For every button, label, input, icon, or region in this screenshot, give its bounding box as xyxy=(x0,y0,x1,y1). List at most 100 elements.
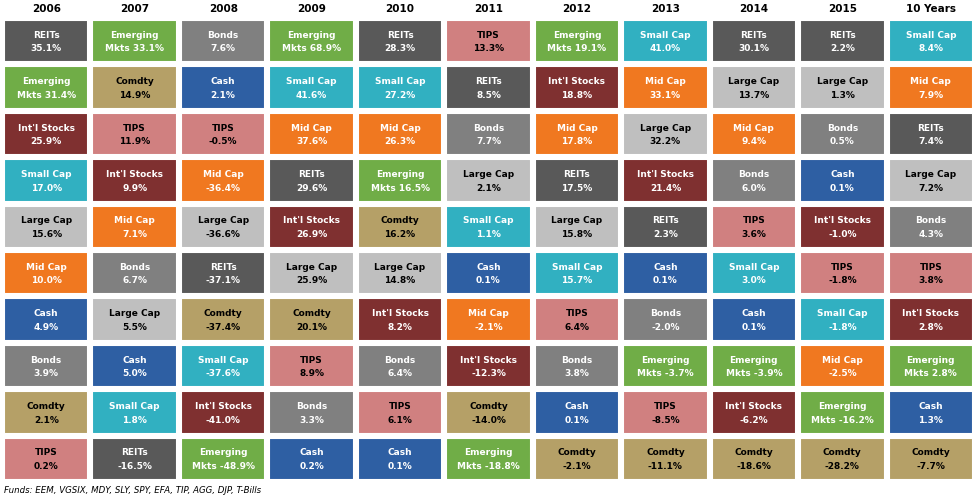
Text: Emerging: Emerging xyxy=(21,77,70,86)
Bar xyxy=(623,252,707,294)
Text: Mid Cap: Mid Cap xyxy=(911,77,952,86)
Text: Int'l Stocks: Int'l Stocks xyxy=(106,170,163,179)
Text: Mkts 33.1%: Mkts 33.1% xyxy=(106,44,164,53)
Text: -36.6%: -36.6% xyxy=(206,230,240,239)
Text: 41.6%: 41.6% xyxy=(296,91,327,100)
Text: 15.6%: 15.6% xyxy=(30,230,62,239)
Text: REITs: REITs xyxy=(741,31,767,40)
Text: 32.2%: 32.2% xyxy=(650,137,681,146)
Text: Bonds: Bonds xyxy=(296,402,327,411)
Text: REITs: REITs xyxy=(298,170,325,179)
Text: Comdty: Comdty xyxy=(823,448,862,457)
Text: Mid Cap: Mid Cap xyxy=(380,124,420,132)
Bar xyxy=(888,206,973,248)
Bar xyxy=(93,113,177,155)
Bar xyxy=(4,252,89,294)
Text: 2013: 2013 xyxy=(651,4,680,14)
Bar xyxy=(181,345,266,387)
Bar xyxy=(181,66,266,109)
Text: 25.9%: 25.9% xyxy=(296,276,327,285)
Text: 0.1%: 0.1% xyxy=(388,462,412,471)
Text: Int'l Stocks: Int'l Stocks xyxy=(371,309,429,318)
Text: Emerging: Emerging xyxy=(110,31,159,40)
Text: 2014: 2014 xyxy=(740,4,769,14)
Text: REITs: REITs xyxy=(210,263,236,272)
Text: 27.2%: 27.2% xyxy=(384,91,415,100)
Text: -2.0%: -2.0% xyxy=(651,323,680,332)
Bar xyxy=(270,438,354,480)
Text: Comdty: Comdty xyxy=(558,448,596,457)
Text: Bonds: Bonds xyxy=(384,356,415,365)
Text: 6.7%: 6.7% xyxy=(122,276,148,285)
Text: Bonds: Bonds xyxy=(30,356,62,365)
Text: 0.1%: 0.1% xyxy=(653,276,678,285)
Bar xyxy=(93,66,177,109)
Text: 3.9%: 3.9% xyxy=(34,369,59,378)
Text: -28.2%: -28.2% xyxy=(825,462,860,471)
Text: Cash: Cash xyxy=(34,309,59,318)
Text: Cash: Cash xyxy=(742,309,766,318)
Text: Emerging: Emerging xyxy=(287,31,336,40)
Text: -41.0%: -41.0% xyxy=(206,415,240,424)
Text: Large Cap: Large Cap xyxy=(21,216,71,226)
Text: 0.2%: 0.2% xyxy=(34,462,59,471)
Text: 1.1%: 1.1% xyxy=(476,230,501,239)
Text: Bonds: Bonds xyxy=(827,124,858,132)
Text: 14.8%: 14.8% xyxy=(384,276,415,285)
Text: Small Cap: Small Cap xyxy=(375,77,425,86)
Text: Bonds: Bonds xyxy=(650,309,681,318)
Bar xyxy=(623,159,707,202)
Bar xyxy=(711,438,796,480)
Text: Mid Cap: Mid Cap xyxy=(557,124,597,132)
Text: 16.2%: 16.2% xyxy=(385,230,415,239)
Text: 2.1%: 2.1% xyxy=(211,91,235,100)
Text: Small Cap: Small Cap xyxy=(198,356,248,365)
Text: Small Cap: Small Cap xyxy=(109,402,160,411)
Text: -1.8%: -1.8% xyxy=(828,276,857,285)
Text: 7.4%: 7.4% xyxy=(918,137,944,146)
Text: 8.2%: 8.2% xyxy=(388,323,412,332)
Bar xyxy=(800,438,884,480)
Text: Comdty: Comdty xyxy=(646,448,685,457)
Text: 2.3%: 2.3% xyxy=(653,230,678,239)
Text: 2008: 2008 xyxy=(209,4,237,14)
Text: 14.9%: 14.9% xyxy=(119,91,150,100)
Text: 0.1%: 0.1% xyxy=(742,323,766,332)
Bar xyxy=(4,159,89,202)
Text: TIPS: TIPS xyxy=(212,124,234,132)
Text: Mkts 31.4%: Mkts 31.4% xyxy=(17,91,76,100)
Bar xyxy=(888,391,973,434)
Text: Mid Cap: Mid Cap xyxy=(114,216,155,226)
Bar xyxy=(800,391,884,434)
Text: 37.6%: 37.6% xyxy=(296,137,327,146)
Text: 17.0%: 17.0% xyxy=(30,184,62,193)
Bar xyxy=(711,252,796,294)
Text: 13.3%: 13.3% xyxy=(473,44,504,53)
Text: Cash: Cash xyxy=(565,402,589,411)
Bar xyxy=(181,298,266,341)
Text: 4.9%: 4.9% xyxy=(33,323,59,332)
Bar xyxy=(711,159,796,202)
Bar xyxy=(623,20,707,62)
Text: Mkts 68.9%: Mkts 68.9% xyxy=(282,44,341,53)
Text: Large Cap: Large Cap xyxy=(463,170,514,179)
Bar xyxy=(358,113,443,155)
Text: TIPS: TIPS xyxy=(654,402,677,411)
Text: 0.1%: 0.1% xyxy=(476,276,501,285)
Text: Int'l Stocks: Int'l Stocks xyxy=(903,309,959,318)
Text: Mkts 2.8%: Mkts 2.8% xyxy=(905,369,957,378)
Text: Int'l Stocks: Int'l Stocks xyxy=(194,402,252,411)
Bar xyxy=(358,391,443,434)
Bar xyxy=(623,391,707,434)
Text: Bonds: Bonds xyxy=(739,170,770,179)
Text: 0.1%: 0.1% xyxy=(829,184,855,193)
Bar xyxy=(358,252,443,294)
Bar xyxy=(888,113,973,155)
Text: 2.1%: 2.1% xyxy=(476,184,501,193)
Bar xyxy=(358,66,443,109)
Bar xyxy=(534,438,619,480)
Text: Small Cap: Small Cap xyxy=(21,170,71,179)
Bar xyxy=(446,345,531,387)
Bar xyxy=(4,391,89,434)
Bar xyxy=(270,345,354,387)
